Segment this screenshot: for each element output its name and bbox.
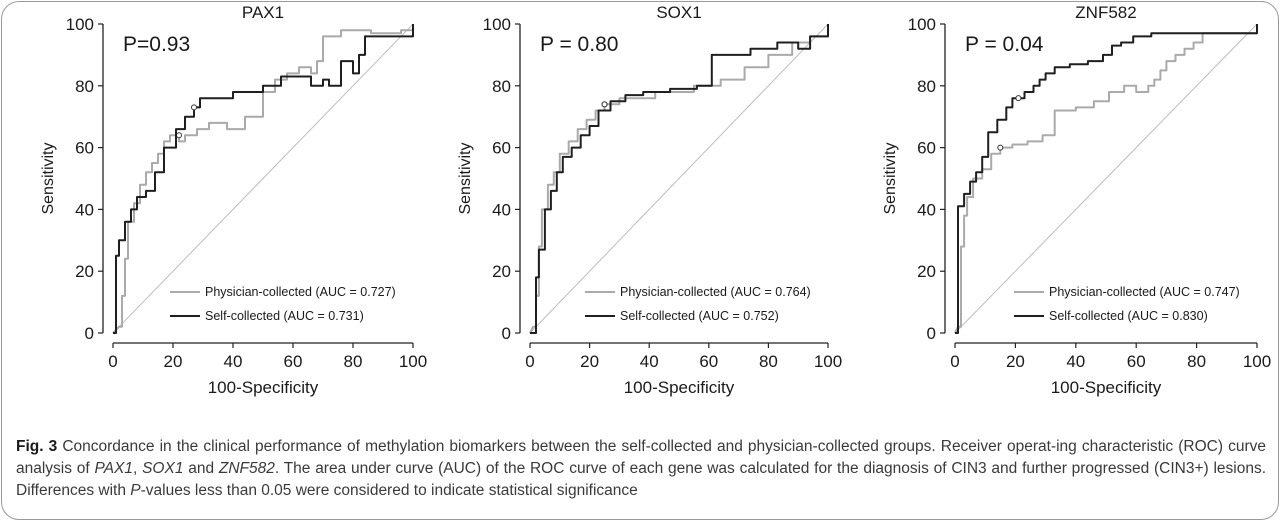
optimal-cutoff-marker <box>601 101 608 108</box>
x-tick-label: 0 <box>525 352 534 371</box>
series-line-physician <box>112 24 414 334</box>
x-tick-label: 0 <box>950 352 959 371</box>
y-tick-label: 40 <box>917 200 936 219</box>
series-line-physician <box>529 24 829 334</box>
x-tick-label: 20 <box>164 352 183 371</box>
caption-part: Concordance in the clinical performance … <box>16 438 1266 477</box>
x-tick-label: 100 <box>1243 352 1271 371</box>
series-line-self <box>530 24 829 334</box>
x-axis-label: 100-Specificity <box>1051 378 1162 397</box>
optimal-cutoff-marker <box>997 144 1004 151</box>
optimal-cutoff-marker <box>176 132 182 139</box>
caption-part: PAX1 <box>94 460 134 477</box>
legend-label: Physician-collected (AUC = 0.764) <box>620 285 811 299</box>
x-tick-label: 0 <box>108 352 117 371</box>
y-tick-label: 60 <box>917 139 936 158</box>
y-tick-label: 20 <box>917 262 936 281</box>
reference-diagonal-line <box>529 23 829 334</box>
caption-part: . The area under curve (AUC) of the ROC … <box>16 460 1266 499</box>
x-tick-label: 80 <box>344 352 363 371</box>
y-tick-label: 80 <box>917 77 936 96</box>
y-tick-label: 80 <box>492 77 511 96</box>
y-tick-label: 100 <box>483 15 511 34</box>
caption-part: and <box>183 460 219 477</box>
caption-part: P <box>130 482 141 499</box>
x-tick-label: 60 <box>699 352 718 371</box>
y-axis-label: Sensitivity <box>457 142 474 214</box>
x-tick-label: 40 <box>1066 352 1085 371</box>
p-value-annotation: P = 0.04 <box>965 33 1044 56</box>
y-tick-label: 40 <box>75 200 94 219</box>
x-tick-label: 40 <box>224 352 243 371</box>
y-axis-label: Sensitivity <box>40 142 57 214</box>
x-tick-label: 100 <box>814 352 842 371</box>
chart-title: PAX1 <box>242 3 284 22</box>
x-tick-label: 80 <box>759 352 778 371</box>
y-tick-label: 0 <box>85 324 94 343</box>
chart-panel-sox1: SOX1 0 20 40 60 80 100 0 20 40 60 80 100 100-Specific… <box>457 3 842 397</box>
roc-charts: PAX1 0 20 40 60 80 100 0 20 40 60 80 100 100-Specific… <box>40 3 1271 397</box>
y-tick-label: 60 <box>75 139 94 158</box>
y-tick-label: 20 <box>492 262 511 281</box>
chart-panel-znf582: ZNF582 0 20 40 60 80 100 0 20 40 60 80 100 100-Specif… <box>882 3 1271 397</box>
reference-diagonal-line <box>112 23 414 334</box>
reference-diagonal-line <box>954 23 1258 334</box>
y-tick-label: 100 <box>908 15 936 34</box>
legend-label: Physician-collected (AUC = 0.747) <box>1049 285 1240 299</box>
x-tick-label: 100 <box>399 352 427 371</box>
legend-label: Self-collected (AUC = 0.752) <box>620 309 779 323</box>
series-line-self <box>955 24 1258 334</box>
y-tick-label: 40 <box>492 200 511 219</box>
series-line-self <box>113 24 414 334</box>
y-tick-label: 0 <box>927 324 936 343</box>
series-line-physician <box>954 24 1258 334</box>
fig-label: Fig. 3 <box>16 438 58 455</box>
x-tick-label: 40 <box>640 352 659 371</box>
p-value-annotation: P = 0.80 <box>540 33 618 56</box>
p-value-annotation: P=0.93 <box>123 33 190 56</box>
legend-label: Self-collected (AUC = 0.731) <box>205 309 364 323</box>
caption-part: , <box>133 460 143 477</box>
legend-label: Self-collected (AUC = 0.830) <box>1049 309 1208 323</box>
legend-label: Physician-collected (AUC = 0.727) <box>205 285 396 299</box>
caption-part: -values less than 0.05 were considered t… <box>140 482 638 499</box>
y-tick-label: 80 <box>75 77 94 96</box>
caption-part: SOX1 <box>142 460 184 477</box>
x-axis-label: 100-Specificity <box>208 378 319 397</box>
optimal-cutoff-marker <box>1015 95 1022 102</box>
chart-panel-pax1: PAX1 0 20 40 60 80 100 0 20 40 60 80 100 100-Specific… <box>40 3 427 397</box>
y-tick-label: 0 <box>502 324 511 343</box>
x-tick-label: 20 <box>580 352 599 371</box>
y-axis-label: Sensitivity <box>882 142 899 214</box>
caption-part: ZNF582 <box>218 460 275 477</box>
y-tick-label: 20 <box>75 262 94 281</box>
y-tick-label: 60 <box>492 139 511 158</box>
x-tick-label: 60 <box>1127 352 1146 371</box>
caption-text: Concordance in the clinical performance … <box>16 438 1266 499</box>
y-tick-label: 100 <box>66 15 94 34</box>
x-tick-label: 60 <box>284 352 303 371</box>
x-tick-label: 80 <box>1187 352 1206 371</box>
optimal-cutoff-marker <box>191 104 197 111</box>
chart-title: ZNF582 <box>1075 3 1136 22</box>
x-tick-label: 20 <box>1006 352 1025 371</box>
figure-caption: Fig. 3 Concordance in the clinical perfo… <box>16 436 1266 502</box>
x-axis-label: 100-Specificity <box>624 378 735 397</box>
chart-title: SOX1 <box>656 3 701 22</box>
